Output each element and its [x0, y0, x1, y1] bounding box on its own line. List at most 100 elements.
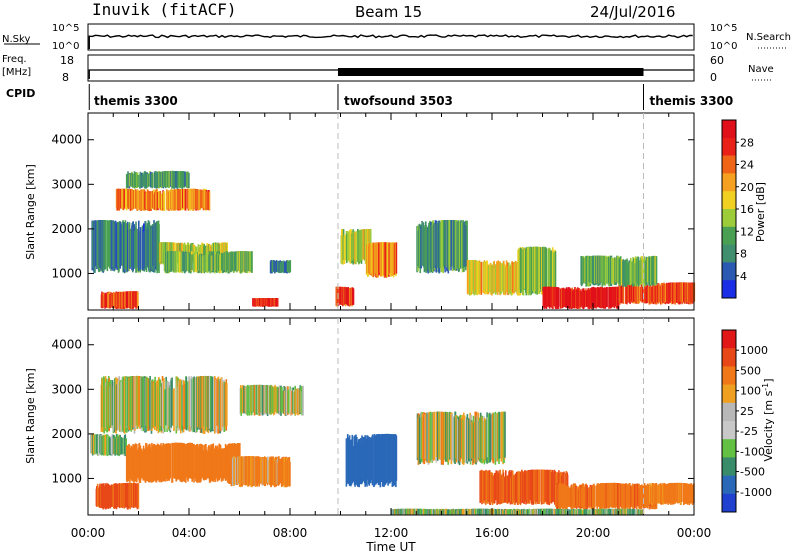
heatmap-cell — [678, 482, 680, 504]
heatmap-cell — [144, 221, 147, 270]
heatmap-cell — [507, 509, 509, 515]
heatmap-cell — [505, 470, 507, 503]
heatmap-cell — [505, 509, 508, 515]
heatmap-cell — [395, 509, 398, 515]
heatmap-cell — [231, 457, 233, 485]
heatmap-cell — [412, 508, 414, 515]
heatmap-cell — [562, 484, 565, 509]
heatmap-cell — [226, 457, 229, 483]
heatmap-cell — [382, 242, 384, 275]
heatmap-cell — [566, 289, 568, 309]
heatmap-cell — [138, 376, 140, 426]
heatmap-cell — [494, 472, 496, 503]
heatmap-cell — [182, 188, 184, 209]
heatmap-cell — [563, 288, 565, 307]
colorbar-swatch — [722, 120, 736, 139]
heatmap-cell — [435, 220, 438, 273]
heatmap-cell — [254, 384, 256, 415]
heatmap-cell — [137, 291, 139, 308]
heatmap-cell — [551, 250, 553, 292]
heatmap-cell — [120, 437, 123, 455]
heatmap-cell — [156, 188, 158, 210]
heatmap-cell — [114, 220, 117, 268]
heatmap-cell — [135, 189, 137, 209]
heatmap-cell — [243, 385, 245, 414]
heatmap-cell — [169, 171, 172, 187]
freq-label: Freq. — [2, 54, 27, 65]
heatmap-cell — [91, 220, 94, 268]
heatmap-cell — [620, 258, 623, 286]
heatmap-cell — [171, 189, 174, 210]
y-tick-label: 3000 — [51, 177, 82, 191]
heatmap-cell — [518, 509, 520, 515]
heatmap-cell — [225, 446, 227, 480]
heatmap-cell — [574, 509, 577, 515]
heatmap-cell — [169, 251, 172, 272]
heatmap-cell — [602, 508, 605, 515]
heatmap-cell — [291, 390, 293, 415]
heatmap-cell — [598, 508, 600, 515]
heatmap-cell — [346, 287, 348, 305]
nave-label: Nave — [748, 64, 774, 75]
heatmap-cell — [96, 486, 98, 507]
heatmap-cell — [102, 486, 105, 507]
heatmap-cell — [483, 470, 486, 501]
heatmap-cell — [181, 252, 183, 273]
heatmap-cell — [212, 251, 215, 273]
heatmap-cell — [626, 485, 629, 506]
heatmap-cell — [595, 289, 598, 307]
x-tick-label: 12:00 — [374, 526, 409, 540]
x-tick-label: 00:00 — [71, 526, 106, 540]
heatmap-cell — [129, 173, 131, 187]
heatmap-cell — [119, 188, 122, 209]
heatmap-cell — [287, 261, 289, 273]
heatmap-cell — [131, 483, 134, 506]
heatmap-cell — [587, 256, 589, 287]
heatmap-cell — [165, 376, 167, 426]
heatmap-cell — [191, 254, 193, 271]
heatmap-cell — [648, 256, 650, 286]
heatmap-cell — [361, 229, 363, 261]
heatmap-cell — [561, 509, 563, 515]
heatmap-cell — [157, 445, 160, 479]
heatmap-cell — [184, 172, 187, 187]
heatmap-cell — [568, 486, 570, 506]
heatmap-cell — [516, 471, 518, 502]
heatmap-cell — [161, 171, 164, 187]
heatmap-cell — [541, 508, 543, 515]
heatmap-cell — [150, 451, 152, 480]
heatmap-cell — [208, 191, 211, 211]
heatmap-cell — [178, 251, 181, 273]
heatmap-cell — [109, 220, 111, 269]
heatmap-cell — [551, 287, 553, 309]
heatmap-cell — [520, 248, 522, 292]
heatmap-cell — [231, 458, 234, 486]
heatmap-cell — [611, 508, 613, 515]
heatmap-cell — [436, 223, 439, 268]
heatmap-cell — [692, 485, 694, 503]
heatmap-cell — [627, 262, 629, 285]
heatmap-cell — [187, 381, 189, 431]
heatmap-cell — [115, 384, 118, 431]
heatmap-cell — [150, 173, 153, 187]
heatmap-cell — [495, 470, 497, 501]
heatmap-cell — [163, 171, 165, 187]
heatmap-cell — [344, 236, 346, 260]
heatmap-cell — [652, 255, 655, 283]
heatmap-cell — [183, 242, 186, 262]
heatmap-cell — [551, 508, 553, 515]
heatmap-cell — [130, 173, 132, 187]
heatmap-cell — [601, 508, 603, 515]
heatmap-cell — [155, 172, 158, 189]
heatmap-cell — [472, 415, 475, 459]
heatmap-cell — [520, 509, 523, 515]
heatmap-cell — [195, 377, 197, 433]
heatmap-cell — [193, 252, 196, 272]
colorbar-swatch — [722, 280, 736, 299]
heatmap-cell — [546, 286, 549, 307]
x-tick-label: 08:00 — [273, 526, 308, 540]
x-tick-label: 00:00 — [677, 526, 712, 540]
heatmap-cell — [552, 471, 554, 502]
heatmap-cell — [404, 508, 407, 515]
heatmap-cell — [185, 376, 188, 431]
